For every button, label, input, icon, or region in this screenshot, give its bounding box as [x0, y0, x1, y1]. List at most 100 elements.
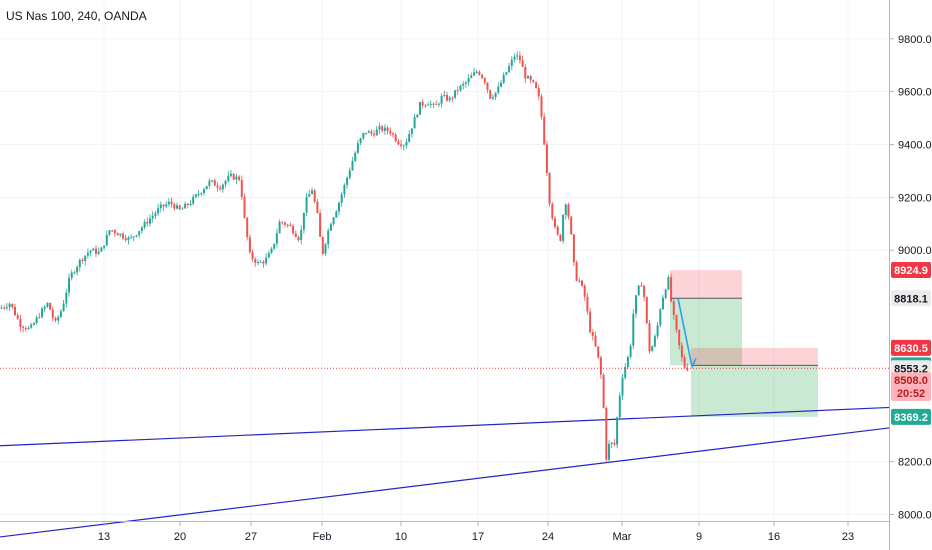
y-tick-label: 9000.0 [898, 245, 932, 257]
candle-body [626, 356, 629, 368]
candle-body [203, 189, 205, 194]
time-axis: 13 20 27 Feb 10 17 24 Mar 9 16 23 [0, 521, 889, 543]
x-tick-label: 9 [696, 531, 702, 543]
candle-body [70, 272, 73, 278]
candle-body [230, 173, 232, 176]
candle-body [211, 180, 214, 182]
candle-body [224, 180, 227, 185]
price-tag: 8924.9 [891, 262, 931, 279]
candle-body [157, 208, 160, 214]
candle-body [351, 161, 354, 171]
candle-body [554, 218, 556, 227]
candle-body [86, 252, 89, 256]
candle-body [267, 252, 270, 258]
candle-body [100, 247, 103, 252]
candle-body [81, 259, 84, 261]
candle-body [510, 59, 513, 67]
candle-body [545, 144, 548, 173]
candle-body [184, 203, 187, 209]
candle-body [386, 127, 389, 132]
candles [0, 51, 689, 464]
candle-body [362, 132, 365, 139]
candle-body [149, 218, 151, 224]
y-tick-label: 9400.0 [898, 139, 932, 151]
candle-body [370, 131, 373, 134]
candle-body [653, 336, 656, 347]
candle-body [527, 76, 529, 79]
x-tick-label: 24 [542, 531, 554, 543]
candle-body [32, 323, 35, 325]
candle-body [478, 71, 481, 75]
candle-body [321, 236, 324, 254]
trendlines [0, 406, 891, 538]
candle-body [8, 303, 11, 308]
candle-body [89, 250, 92, 253]
candle-body [581, 280, 583, 286]
candle-body [49, 302, 52, 310]
candle-body [470, 75, 473, 79]
candle-body [618, 395, 621, 418]
candle-body [678, 329, 681, 346]
candle-body [167, 201, 170, 205]
candle-body [154, 213, 157, 216]
candle-body [594, 335, 597, 347]
candle-body [197, 194, 200, 196]
candle-body [616, 417, 619, 445]
candle-body [575, 262, 578, 281]
x-tick-label: 16 [768, 531, 780, 543]
candle-body [540, 96, 543, 117]
candle-body [440, 96, 443, 104]
candle-body [535, 82, 538, 89]
price-tag: 8369.2 [891, 408, 931, 425]
candle-body [381, 126, 384, 131]
candle-body [410, 128, 413, 134]
candle-body [186, 203, 189, 206]
candle-body [14, 307, 16, 316]
price-axis: 8000.0 8200.0 9000.0 9200.0 9400.0 9600.0 9800… [889, 34, 932, 522]
candle-body [645, 296, 648, 323]
candle-body [375, 129, 378, 136]
candle-body [551, 203, 554, 219]
candle-body [419, 101, 421, 115]
candle-body [656, 325, 659, 337]
candle-body [559, 234, 562, 241]
candle-body [367, 131, 370, 133]
candle-body [257, 262, 259, 264]
candle-body [637, 285, 640, 296]
candle-body [494, 92, 497, 98]
chart-title: US Nas 100, 240, OANDA [6, 9, 147, 23]
candle-body [57, 316, 60, 321]
candle-body [78, 259, 81, 268]
candle-body [308, 194, 311, 197]
candle-body [243, 196, 246, 218]
candle-body [92, 248, 95, 251]
candle-body [27, 327, 30, 330]
candle-body [567, 204, 570, 217]
candle-body [662, 297, 664, 310]
x-tick-label: 10 [395, 531, 407, 543]
candle-body [232, 173, 235, 180]
candle-body [446, 94, 448, 101]
candle-body [170, 201, 173, 205]
candle-body [343, 184, 346, 195]
price-tag-label: 20:52 [897, 388, 925, 400]
price-tag-bg [891, 290, 931, 307]
candle-body [572, 234, 575, 263]
candle-body [289, 224, 292, 227]
candle-body [35, 317, 38, 324]
candle-body [22, 327, 25, 329]
candle-body [205, 185, 208, 190]
x-tick-label: 27 [245, 531, 257, 543]
candle-body [97, 251, 100, 254]
y-tick-label: 8000.0 [898, 510, 932, 522]
candle-body [332, 217, 335, 225]
candle-body [378, 126, 381, 130]
candle-body [467, 78, 470, 83]
candle-body [65, 292, 68, 304]
grid [0, 0, 889, 521]
candle-body [443, 94, 446, 97]
candle-body [589, 311, 592, 333]
candle-body [73, 272, 76, 274]
candle-body [481, 74, 484, 79]
